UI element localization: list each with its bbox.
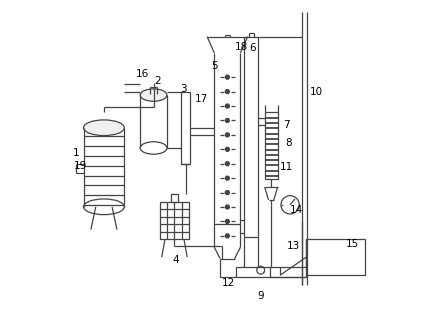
- Circle shape: [225, 162, 229, 166]
- Circle shape: [281, 196, 299, 214]
- Bar: [307, 239, 365, 275]
- Circle shape: [225, 104, 229, 108]
- Text: 9: 9: [257, 291, 264, 301]
- Circle shape: [225, 234, 229, 238]
- Text: 1: 1: [73, 148, 79, 157]
- Text: 17: 17: [195, 94, 209, 104]
- Text: 11: 11: [280, 162, 293, 172]
- Circle shape: [225, 75, 229, 79]
- Circle shape: [225, 219, 229, 223]
- Bar: [264, 112, 278, 179]
- Text: 2: 2: [155, 76, 161, 86]
- Circle shape: [257, 266, 264, 274]
- Circle shape: [225, 133, 229, 137]
- Text: 5: 5: [212, 61, 218, 71]
- Text: 3: 3: [181, 84, 187, 94]
- Text: 19: 19: [74, 161, 87, 171]
- Text: 16: 16: [136, 69, 149, 79]
- Circle shape: [225, 118, 229, 122]
- Text: 6: 6: [249, 43, 256, 53]
- Text: 13: 13: [287, 241, 300, 251]
- Bar: [160, 202, 189, 239]
- Circle shape: [225, 90, 229, 93]
- Ellipse shape: [140, 89, 167, 101]
- Text: 18: 18: [235, 42, 249, 52]
- Text: 4: 4: [172, 256, 179, 265]
- Bar: [181, 92, 190, 164]
- Ellipse shape: [84, 199, 124, 215]
- Text: 15: 15: [346, 239, 359, 249]
- Circle shape: [225, 176, 229, 180]
- Text: 12: 12: [222, 278, 235, 288]
- Text: 8: 8: [285, 138, 292, 148]
- Ellipse shape: [140, 142, 167, 154]
- Bar: [171, 195, 178, 202]
- Text: 14: 14: [290, 205, 303, 215]
- Circle shape: [225, 191, 229, 195]
- Text: 10: 10: [310, 87, 323, 97]
- Ellipse shape: [84, 120, 124, 135]
- Circle shape: [225, 147, 229, 151]
- Circle shape: [225, 205, 229, 209]
- Text: 7: 7: [284, 120, 290, 130]
